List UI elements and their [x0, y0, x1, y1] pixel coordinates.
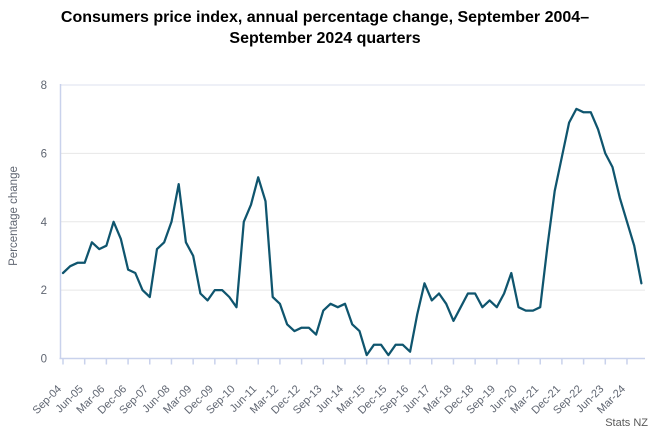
y-tick-label-0: 0: [41, 354, 47, 366]
source-label: Stats NZ: [605, 417, 648, 429]
y-tick-label-6: 6: [41, 148, 47, 160]
y-tick-label-8: 8: [41, 80, 47, 92]
gridlines: [60, 84, 645, 291]
y-axis-tick-labels: 0 2 4 6 8: [41, 80, 48, 366]
x-axis-tick-labels: Sep-04Jun-05Mar-06Dec-06Sep-07Jun-08Mar-…: [31, 358, 628, 417]
data-series: [61, 107, 643, 357]
y-tick-label-2: 2: [41, 285, 47, 297]
cpi-line-series: [61, 107, 643, 357]
chart-title: Consumers price index, annual percentage…: [60, 9, 590, 47]
axes: [59, 84, 645, 360]
y-axis-title: Percentage change: [8, 166, 20, 266]
y-tick-label-4: 4: [41, 217, 48, 229]
